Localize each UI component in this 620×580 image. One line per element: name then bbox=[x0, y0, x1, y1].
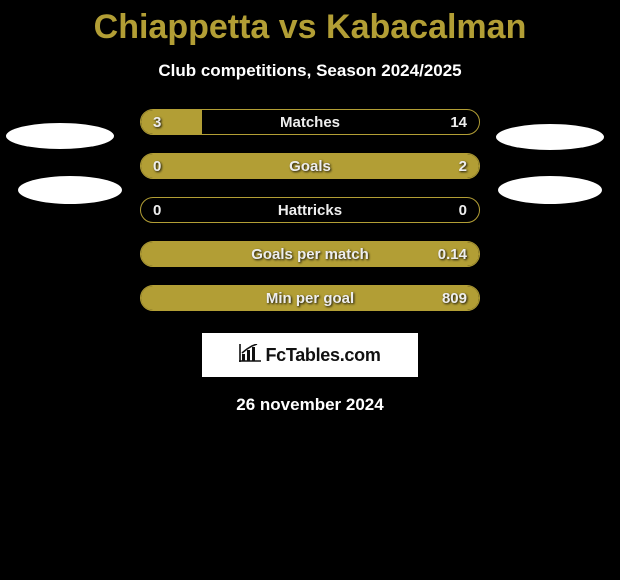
comparison-infographic: Chiappetta vs Kabacalman Club competitio… bbox=[0, 0, 620, 580]
stat-row: Min per goal 809 bbox=[140, 285, 480, 311]
stat-label: Min per goal bbox=[141, 286, 479, 311]
stat-label: Goals bbox=[141, 154, 479, 179]
source-logo: FcTables.com bbox=[202, 333, 418, 377]
stat-row: Goals per match 0.14 bbox=[140, 241, 480, 267]
player-right-oval-1 bbox=[496, 124, 604, 150]
player-right-oval-2 bbox=[498, 176, 602, 204]
stat-label: Matches bbox=[141, 110, 479, 135]
bar-chart-icon bbox=[239, 344, 261, 367]
stat-label: Hattricks bbox=[141, 198, 479, 223]
page-title: Chiappetta vs Kabacalman bbox=[0, 0, 620, 47]
stat-label: Goals per match bbox=[141, 242, 479, 267]
stat-value-right: 809 bbox=[442, 286, 467, 311]
stat-row: 3 Matches 14 bbox=[140, 109, 480, 135]
stat-row: 0 Hattricks 0 bbox=[140, 197, 480, 223]
stat-value-right: 2 bbox=[459, 154, 467, 179]
player-left-oval-1 bbox=[6, 123, 114, 149]
stat-row: 0 Goals 2 bbox=[140, 153, 480, 179]
subtitle: Club competitions, Season 2024/2025 bbox=[0, 61, 620, 81]
date-line: 26 november 2024 bbox=[0, 395, 620, 415]
stat-value-right: 14 bbox=[450, 110, 467, 135]
player-left-oval-2 bbox=[18, 176, 122, 204]
stat-value-right: 0 bbox=[459, 198, 467, 223]
stat-value-right: 0.14 bbox=[438, 242, 467, 267]
source-logo-text: FcTables.com bbox=[265, 345, 380, 366]
